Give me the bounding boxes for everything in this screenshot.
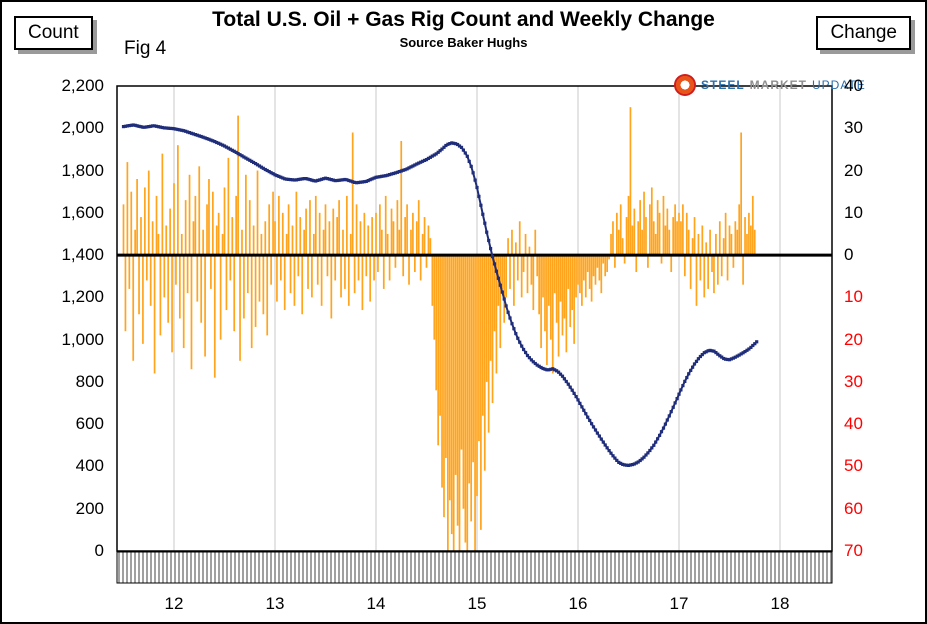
x-axis-tick-label: 14 <box>366 594 386 613</box>
rig-count-line <box>121 123 759 467</box>
left-axis-tick-label: 600 <box>75 414 104 434</box>
left-axis-tick-label: 2,200 <box>61 76 104 95</box>
x-axis-tick-label: 18 <box>770 594 790 613</box>
right-axis-tick-label: 30 <box>844 118 863 138</box>
x-axis-tick-label: 12 <box>164 594 184 613</box>
x-axis-tick-label: 15 <box>467 594 487 613</box>
right-axis-tick-label: 0 <box>844 245 854 265</box>
left-axis-tick-label: 1,000 <box>61 329 104 349</box>
left-axis-tick-label: 1,600 <box>61 202 104 222</box>
right-axis-tick-label: 10 <box>844 202 863 222</box>
x-axis-tick-label: 16 <box>568 594 588 613</box>
chart-title: Total U.S. Oil + Gas Rig Count and Weekl… <box>212 8 715 31</box>
right-axis-tick-label: 20 <box>844 160 863 180</box>
right-axis-tick-label: 50 <box>844 456 863 476</box>
right-axis-tick-label: 20 <box>844 329 863 349</box>
right-axis-tick-label: 10 <box>844 287 863 307</box>
logo-swirl-icon <box>674 74 696 96</box>
year-gridlines <box>173 86 781 551</box>
left-axis-tick-label: 1,200 <box>61 287 104 307</box>
plot-border <box>116 85 833 552</box>
left-axis-tick-label: 400 <box>75 456 104 476</box>
right-axis-tick-label: 70 <box>844 541 863 560</box>
chart-subtitle: Source Baker Hughs <box>399 35 528 50</box>
logo-text-market: MARKET <box>749 78 807 92</box>
x-axis-hatch-band <box>116 551 833 584</box>
logo-text-update: UPDATE <box>812 78 866 92</box>
right-axis-tick-label: 40 <box>844 414 863 434</box>
left-axis-tick-label: 800 <box>75 371 104 391</box>
x-axis-tick-label: 17 <box>669 594 689 613</box>
weekly-change-bars <box>122 107 756 551</box>
x-axis-tick-label: 13 <box>265 594 285 613</box>
left-axis-tick-label: 1,800 <box>61 160 104 180</box>
logo-text-steel: STEEL <box>701 78 745 92</box>
left-axis-title-box: Count <box>14 16 93 50</box>
figure-number-label: Fig 4 <box>124 38 167 59</box>
steel-market-update-logo: STEEL MARKET UPDATE <box>674 74 866 96</box>
right-axis-title-box: Change <box>816 16 911 50</box>
left-axis-tick-label: 0 <box>94 541 104 560</box>
left-axis-tick-label: 1,400 <box>61 245 104 265</box>
right-axis-tick-label: 30 <box>844 371 863 391</box>
left-axis-tick-label: 200 <box>75 498 104 518</box>
right-axis-tick-label: 60 <box>844 498 863 518</box>
right-axis-tick-label: 40 <box>844 76 863 95</box>
left-axis-tick-label: 2,000 <box>61 118 104 138</box>
